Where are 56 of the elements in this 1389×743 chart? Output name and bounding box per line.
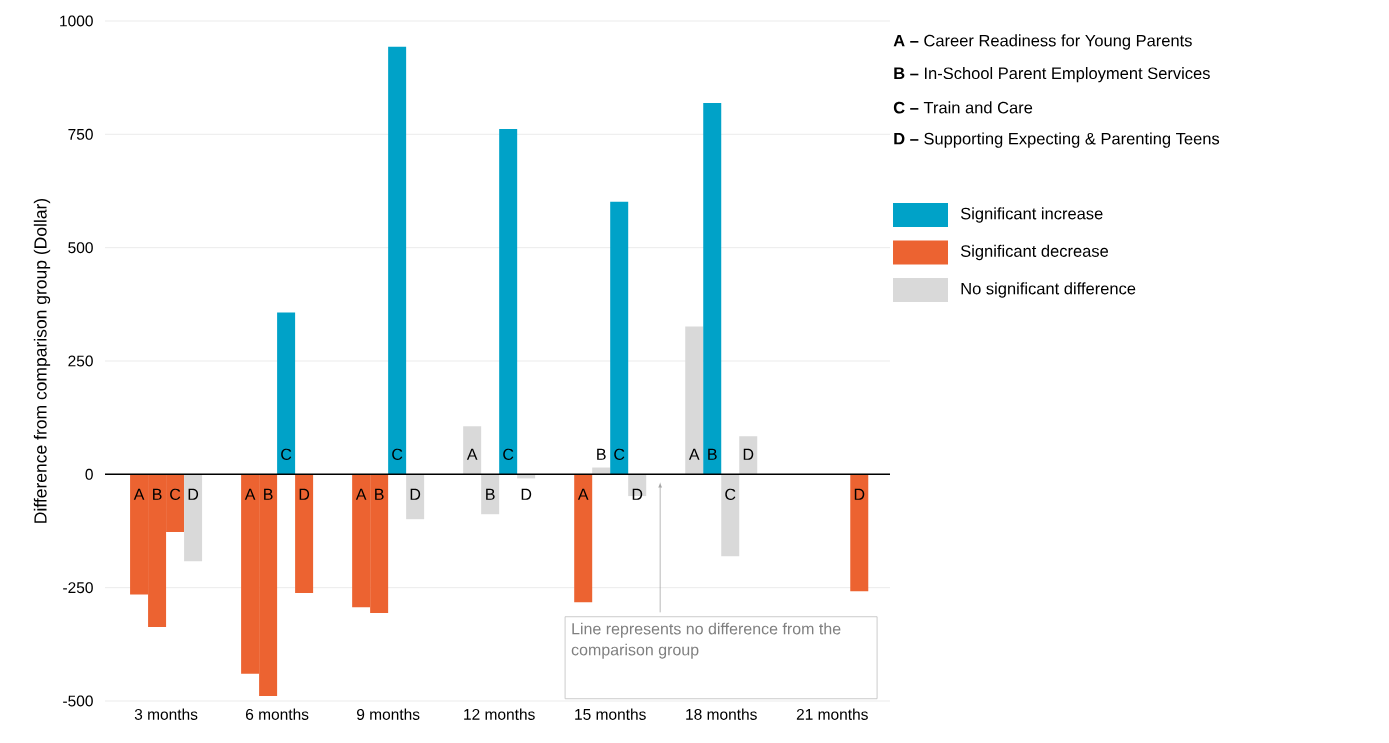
series-label: C (503, 448, 514, 460)
text: D – Supporting Expecting & Parenting Teens (894, 132, 1220, 148)
x-tick-label: 12 months (464, 708, 535, 720)
legend-label: Significant decrease (960, 244, 1109, 261)
x-tick-label: 18 months (686, 708, 757, 720)
text: C – Train and Care (893, 101, 1033, 114)
series-label: D (632, 488, 643, 500)
bar (184, 474, 203, 562)
series-label: B (153, 488, 162, 500)
y-tick-label: 0 (85, 468, 93, 480)
text: B (597, 448, 606, 460)
x-tick-label: 3 months (134, 708, 198, 720)
x-tick-label: 6 months (246, 708, 309, 720)
bar (388, 46, 407, 475)
bar (574, 474, 593, 603)
text: D (410, 488, 421, 500)
text: B (375, 488, 384, 500)
x-tick-label: 9 months (356, 708, 420, 720)
text: D (743, 448, 754, 460)
text: A (688, 448, 700, 460)
y-tick-label: 1000 (60, 15, 93, 27)
y-tick-label: 250 (68, 355, 93, 367)
x-tick-label: 15 months (575, 708, 646, 720)
y-tick-label: -500 (63, 695, 93, 707)
text: A (244, 488, 256, 500)
text: A (355, 488, 367, 500)
text: A (133, 488, 145, 500)
bar (499, 128, 518, 475)
y-tick-label: 750 (68, 128, 93, 140)
text: B (486, 488, 495, 500)
text: D (188, 488, 199, 500)
text: A (466, 448, 478, 460)
y-tick-label: -250 (63, 582, 93, 594)
text: B (264, 488, 273, 500)
legend-label: Significant increase (960, 207, 1103, 223)
legend-label: No significant difference (961, 282, 1136, 298)
text: D (854, 488, 865, 500)
bar (277, 312, 296, 475)
y-axis-title: Difference from comparison group (Dollar) (33, 198, 51, 523)
text: C (614, 448, 625, 460)
text: C (170, 488, 181, 500)
text: D (299, 488, 310, 500)
annotation: Line represents no difference from the comparison group (571, 622, 841, 659)
text: B – In-School Parent Employment Services (894, 67, 1210, 83)
text: A – Career Readiness for Young Parents (893, 34, 1192, 50)
series-label: A (577, 488, 589, 500)
bar (406, 474, 425, 520)
text: D (521, 488, 532, 500)
bar (739, 436, 758, 475)
text: C (281, 448, 292, 460)
text: C (392, 448, 403, 460)
x-tick-label: 21 months (796, 708, 868, 720)
y-tick-label: 500 (68, 242, 93, 254)
text: C (725, 488, 736, 500)
bar (610, 201, 629, 475)
text: B (708, 448, 717, 460)
